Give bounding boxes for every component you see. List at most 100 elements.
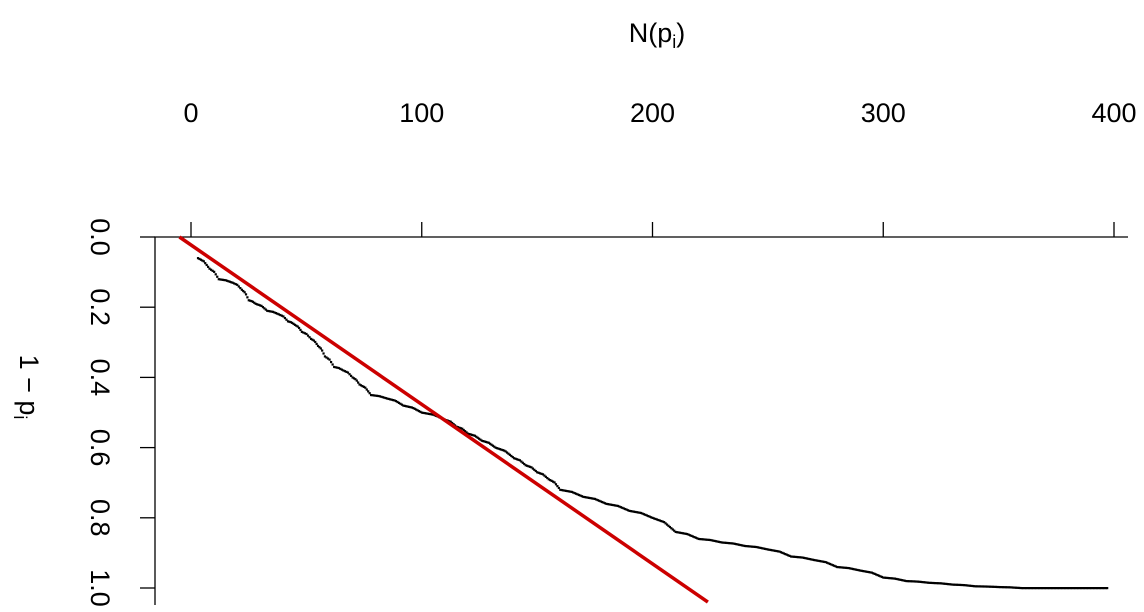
data-point xyxy=(967,584,970,587)
data-point xyxy=(794,555,797,559)
data-point xyxy=(898,578,901,581)
data-point xyxy=(461,427,464,430)
data-point xyxy=(837,566,840,569)
data-point xyxy=(378,395,381,398)
data-point xyxy=(507,452,510,455)
data-point xyxy=(890,577,894,580)
data-point xyxy=(984,585,987,588)
data-point xyxy=(429,413,432,416)
data-point xyxy=(1077,587,1080,590)
data-point xyxy=(941,582,944,585)
data-point xyxy=(244,293,248,296)
data-point xyxy=(198,257,201,261)
data-point xyxy=(201,259,204,262)
data-point xyxy=(466,432,470,435)
data-point xyxy=(449,420,452,423)
data-point xyxy=(1059,587,1062,590)
data-point xyxy=(351,376,354,379)
data-point xyxy=(549,478,552,482)
data-points xyxy=(196,257,1109,590)
data-point xyxy=(471,433,474,437)
data-point xyxy=(857,569,860,572)
data-point xyxy=(714,540,718,543)
data-point xyxy=(354,378,357,381)
data-point xyxy=(762,547,765,550)
data-point xyxy=(518,459,522,462)
data-point xyxy=(410,406,414,409)
data-point xyxy=(999,585,1002,589)
data-point xyxy=(533,468,536,471)
data-point xyxy=(254,302,257,305)
data-point xyxy=(311,338,314,341)
data-point xyxy=(942,582,946,585)
data-point xyxy=(346,371,350,374)
data-point xyxy=(569,490,572,493)
data-point xyxy=(405,405,408,408)
data-point xyxy=(464,430,467,433)
data-point xyxy=(676,531,679,534)
y-tick-label: 0.0 xyxy=(85,218,115,256)
data-point xyxy=(214,273,217,276)
data-point xyxy=(771,549,774,552)
data-point xyxy=(213,270,216,273)
data-point xyxy=(696,537,699,540)
data-point xyxy=(573,492,576,495)
data-point xyxy=(743,544,746,548)
data-point xyxy=(394,400,398,403)
data-point xyxy=(965,584,969,587)
data-point xyxy=(323,355,327,358)
y-tick-label: 0.2 xyxy=(85,288,115,326)
data-point xyxy=(709,538,712,542)
data-point xyxy=(299,328,302,332)
data-point xyxy=(451,421,454,425)
data-point xyxy=(866,570,869,573)
data-point xyxy=(632,510,635,513)
data-point xyxy=(1068,587,1071,590)
x-axis-title-base: N(p xyxy=(629,18,673,48)
data-point xyxy=(886,576,889,580)
data-point xyxy=(228,280,231,283)
data-point xyxy=(892,577,895,580)
data-point xyxy=(582,495,585,498)
data-point xyxy=(815,559,819,562)
x-axis-title-sub: i xyxy=(672,32,676,52)
data-point xyxy=(406,405,409,408)
data-point xyxy=(501,449,504,452)
data-point xyxy=(475,435,478,438)
data-point xyxy=(364,386,367,389)
data-point xyxy=(618,505,621,508)
data-point xyxy=(667,524,670,527)
x-tick-label: 100 xyxy=(399,98,444,128)
data-point xyxy=(1100,587,1103,590)
data-point xyxy=(425,412,428,415)
data-point xyxy=(732,542,735,545)
data-point xyxy=(939,582,943,585)
data-point xyxy=(791,555,794,558)
data-point xyxy=(465,431,468,434)
data-point xyxy=(1048,587,1051,590)
data-point xyxy=(908,580,911,583)
data-point xyxy=(546,476,549,480)
data-point xyxy=(508,453,511,456)
data-point xyxy=(267,309,270,313)
data-point xyxy=(924,581,927,584)
data-point xyxy=(261,306,265,309)
data-point xyxy=(336,366,339,369)
data-point xyxy=(362,385,365,388)
data-point xyxy=(638,511,641,514)
data-point xyxy=(843,566,846,569)
data-point xyxy=(397,401,401,404)
data-point xyxy=(365,388,368,391)
data-point xyxy=(677,531,680,534)
data-point xyxy=(990,585,993,588)
data-point xyxy=(736,543,739,546)
data-point xyxy=(863,570,866,573)
data-point xyxy=(468,432,471,436)
data-point xyxy=(239,287,242,290)
data-point xyxy=(253,301,256,304)
data-point xyxy=(595,498,598,501)
data-point xyxy=(738,543,741,546)
data-point xyxy=(504,450,507,453)
data-point xyxy=(1038,587,1041,590)
data-point xyxy=(585,496,588,499)
